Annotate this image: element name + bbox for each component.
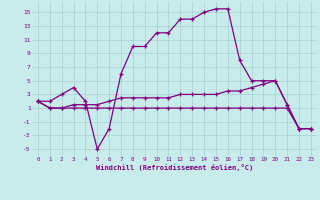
X-axis label: Windchill (Refroidissement éolien,°C): Windchill (Refroidissement éolien,°C) <box>96 164 253 171</box>
